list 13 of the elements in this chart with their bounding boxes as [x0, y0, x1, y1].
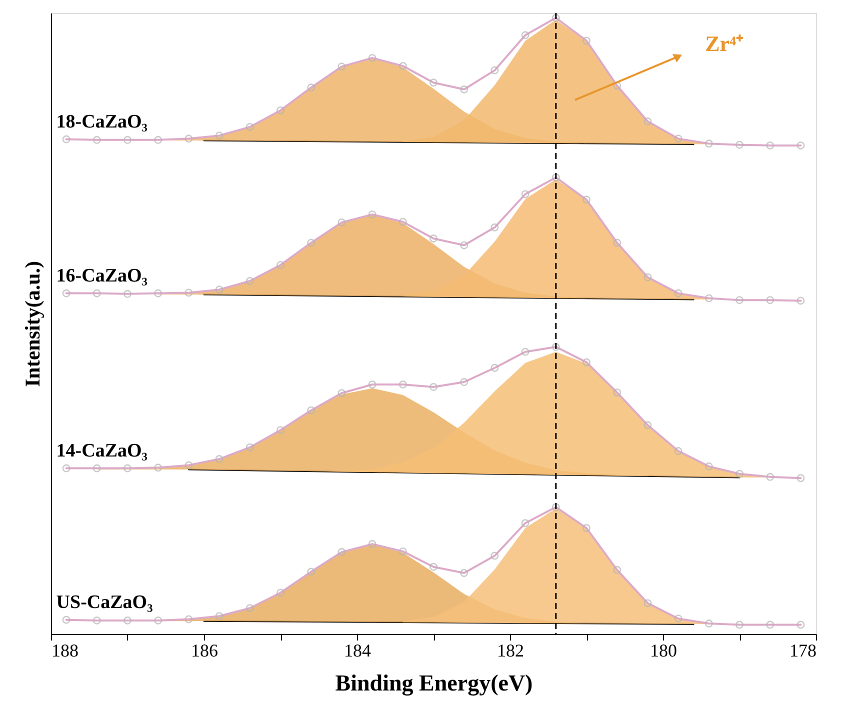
x-tick-label: 180 [650, 640, 677, 660]
x-tick-label: 184 [344, 640, 371, 660]
x-axis-title: Binding Energy(eV) [335, 670, 533, 696]
x-tick-label: 178 [790, 640, 816, 660]
annotation: Zr⁴⁺ [705, 31, 744, 56]
x-tick-label: 186 [191, 640, 218, 660]
series-label: 14-CaZaO₃ [56, 440, 148, 462]
series-label: US-CaZaO₃ [56, 592, 154, 613]
series-label: 18-CaZaO₃ [56, 111, 148, 132]
series-label: 16-CaZaO₃ [56, 265, 148, 286]
x-tick-label: 188 [52, 640, 78, 660]
y-axis-title: Intensity(a.u.) [20, 260, 44, 388]
x-tick-label: 182 [497, 640, 524, 660]
